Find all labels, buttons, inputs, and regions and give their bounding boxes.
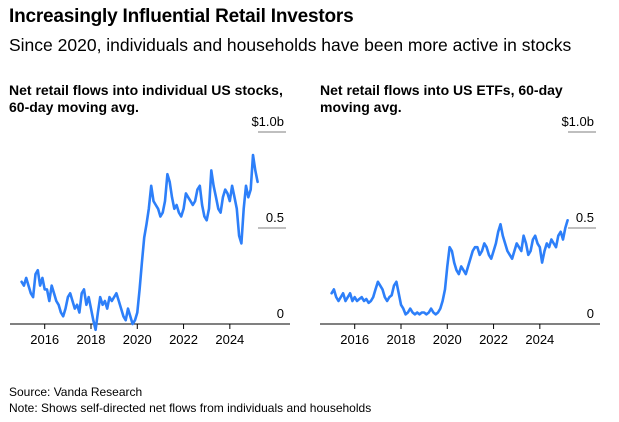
- left-x-tick-label-4: 2024: [215, 332, 244, 347]
- chart-title: Increasingly Influential Retail Investor…: [9, 6, 354, 27]
- right-panel-title-line-2: moving avg.: [320, 99, 402, 115]
- left-x-tick-label-1: 2018: [77, 332, 106, 347]
- right-x-tick-label-3: 2022: [479, 332, 508, 347]
- left-panel-title-line-1: Net retail flows into individual US stoc…: [9, 82, 283, 98]
- source-note: Source: Vanda Research: [9, 385, 143, 399]
- left-panel-title: Net retail flows into individual US stoc…: [9, 82, 309, 116]
- chart-subtitle: Since 2020, individuals and households h…: [9, 35, 572, 55]
- left-y-tick-label-0: $1.0b: [251, 114, 284, 129]
- right-series-line-0: [330, 219, 569, 316]
- right-x-tick-label-1: 2018: [387, 332, 416, 347]
- left-y-tick-label-2: 0: [277, 306, 284, 321]
- right-x-tick-label-4: 2024: [525, 332, 554, 347]
- right-y-tick-label-0: $1.0b: [561, 114, 594, 129]
- left-panel-title-line-2: 60-day moving avg.: [9, 99, 139, 115]
- right-y-tick-label-2: 0: [587, 306, 594, 321]
- right-panel-title: Net retail flows into US ETFs, 60-day mo…: [320, 82, 619, 116]
- right-x-tick-label-0: 2016: [340, 332, 369, 347]
- right-panel-title-line-1: Net retail flows into US ETFs, 60-day: [320, 82, 563, 98]
- right-x-tick-label-2: 2020: [433, 332, 462, 347]
- left-x-tick-label-2: 2020: [123, 332, 152, 347]
- left-x-tick-label-3: 2022: [169, 332, 198, 347]
- left-x-tick-label-0: 2016: [30, 332, 59, 347]
- footnote: Note: Shows self-directed net flows from…: [9, 401, 372, 415]
- right-y-tick-label-1: 0.5: [576, 210, 594, 225]
- left-y-tick-label-1: 0.5: [266, 210, 284, 225]
- left-series-line-0: [20, 153, 259, 332]
